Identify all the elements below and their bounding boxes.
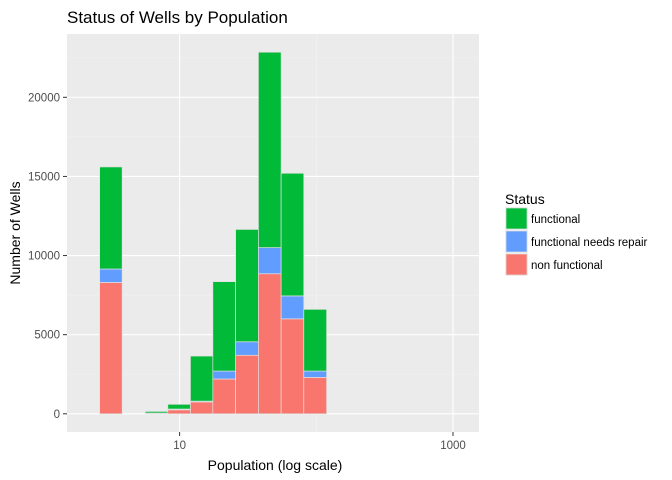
bar-segment	[303, 377, 327, 415]
bar-segment	[167, 409, 191, 415]
legend-title: Status	[505, 191, 545, 207]
bar-segment	[144, 411, 169, 414]
legend-label: functional needs repair	[531, 237, 648, 249]
y-axis-title: Number of Wells	[7, 181, 23, 284]
legend: Status functional functional needs repair…	[505, 191, 648, 276]
bar-segment	[190, 401, 214, 415]
bar-segment	[99, 282, 123, 415]
bar-segment	[235, 354, 259, 415]
bar-segment	[280, 318, 305, 415]
x-axis: 10 1000	[173, 432, 466, 452]
bar-segment	[303, 309, 327, 372]
bar-segment	[212, 378, 236, 415]
bar-segment	[303, 370, 327, 378]
legend-label: functional	[531, 214, 580, 226]
x-tick-label: 10	[173, 440, 186, 452]
bar-segment	[280, 295, 305, 320]
legend-swatch	[505, 253, 528, 276]
bars	[99, 51, 327, 415]
legend-swatch	[505, 207, 528, 230]
y-tick-label: 15000	[28, 171, 60, 183]
bar-segment	[212, 370, 236, 380]
bar-segment	[258, 273, 282, 415]
bar-segment	[258, 51, 282, 248]
bar-segment	[99, 268, 123, 283]
legend-swatch	[505, 230, 528, 253]
x-axis-title: Population (log scale)	[208, 457, 343, 473]
bar-segment	[99, 166, 123, 270]
x-tick-label: 1000	[440, 440, 466, 452]
bar-segment	[280, 172, 305, 297]
legend-label: non functional	[531, 260, 603, 272]
y-axis: 0 5000 10000 15000 20000	[28, 92, 67, 421]
bar-segment	[258, 247, 282, 275]
chart-title: Status of Wells by Population	[67, 8, 288, 27]
bar-segment	[167, 403, 191, 410]
y-tick-label: 5000	[34, 330, 60, 342]
bar-segment	[190, 355, 214, 402]
bar-segment	[235, 229, 259, 343]
y-tick-label: 20000	[28, 92, 60, 104]
y-tick-label: 10000	[28, 251, 60, 263]
bar-segment	[235, 341, 259, 356]
bar-segment	[212, 281, 236, 372]
y-tick-label: 0	[54, 409, 60, 421]
